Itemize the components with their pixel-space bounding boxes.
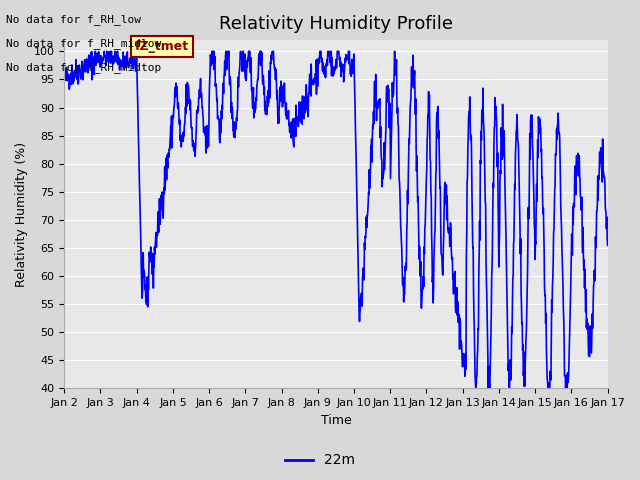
Text: No data for f_RH_midlow: No data for f_RH_midlow: [6, 38, 162, 49]
Text: fZ_tmet: fZ_tmet: [135, 40, 189, 53]
Text: No data for f_RH_midtop: No data for f_RH_midtop: [6, 62, 162, 73]
Text: No data for f_RH_low: No data for f_RH_low: [6, 14, 141, 25]
Title: Relativity Humidity Profile: Relativity Humidity Profile: [219, 15, 453, 33]
Y-axis label: Relativity Humidity (%): Relativity Humidity (%): [15, 142, 28, 287]
X-axis label: Time: Time: [321, 414, 351, 427]
Legend: 22m: 22m: [280, 448, 360, 473]
